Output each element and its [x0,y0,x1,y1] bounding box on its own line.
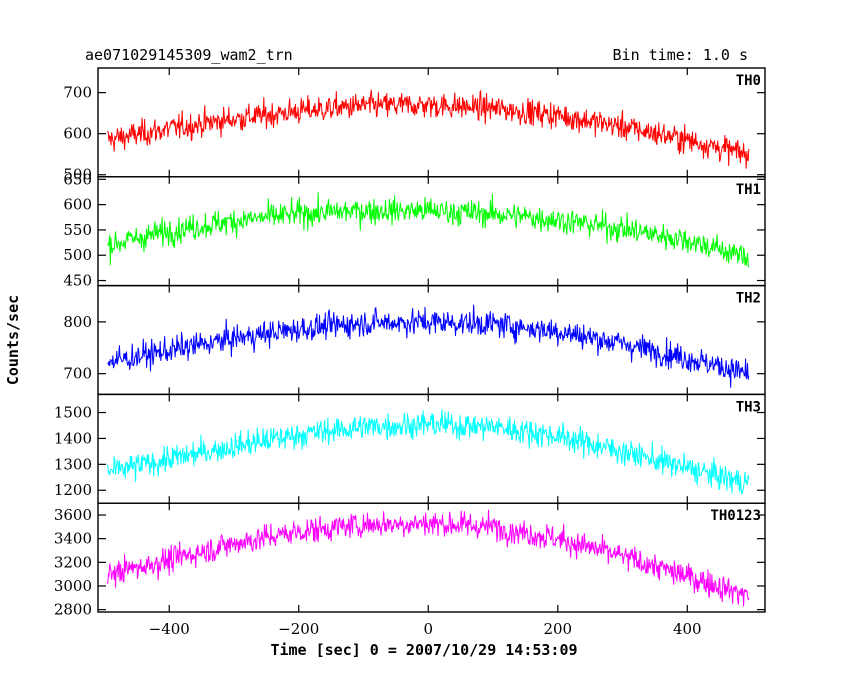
panel-th2: 700 800 TH2 [63,284,766,396]
x-axis: −400 −200 0 200 400 [149,620,702,638]
y-tick-label: 450 [63,272,92,290]
panel-label-th1: TH1 [736,182,761,198]
series-line-th3 [107,409,750,495]
x-tick-label: 0 [423,620,433,638]
y-tick-label: 3600 [54,506,92,524]
bin-time-label: Bin time: 1.0 s [613,46,748,64]
y-tick-label: 3400 [54,530,92,548]
y-tick-label: 600 [63,196,92,214]
panel-label-th0123: TH0123 [710,508,761,524]
panels: 500 600 700 TH0 450 500 550 600 650 TH1 700 800 TH2 1… [54,67,766,619]
y-tick-label: 2800 [54,601,92,619]
y-axis-title: Counts/sec [4,295,22,385]
y-tick-label: 700 [63,365,92,383]
series-line-th0 [107,89,750,169]
x-tick-label: 400 [673,620,702,638]
y-tick-label: 1400 [54,429,92,447]
y-tick-label: 500 [63,246,92,264]
y-tick-label: 700 [63,84,92,102]
series-line-th1 [107,192,750,268]
panel-frame [97,502,766,613]
panel-frame [97,284,766,396]
x-tick-label: −200 [278,620,319,638]
panel-th3: 1200 1300 1400 1500 TH3 [54,393,766,504]
chart-title: ae071029145309_wam2_trn [85,46,293,64]
y-tick-label: 3200 [54,553,92,571]
y-tick-label: 1500 [54,404,92,422]
panel-label-th3: TH3 [736,399,761,415]
y-tick-label: 3000 [54,577,92,595]
series-line-th0123 [107,509,750,607]
y-tick-label: 650 [63,170,92,188]
x-tick-label: 200 [543,620,572,638]
y-tick-label: 800 [63,313,92,331]
x-axis-title: Time [sec] 0 = 2007/10/29 14:53:09 [270,641,577,659]
panel-th1: 450 500 550 600 650 TH1 [63,170,766,290]
y-tick-label: 1300 [54,455,92,473]
panel-th0123: 2800 3000 3200 3400 3600 TH0123 [54,502,766,619]
x-tick-label: −400 [149,620,190,638]
y-tick-label: 600 [63,125,92,143]
y-tick-label: 500 [63,166,92,184]
y-tick-label: 550 [63,221,92,239]
panel-th0: 500 600 700 TH0 [63,67,766,184]
panel-label-th0: TH0 [736,73,761,89]
series-line-th2 [107,304,750,388]
panel-label-th2: TH2 [736,291,761,307]
y-tick-label: 1200 [54,481,92,499]
